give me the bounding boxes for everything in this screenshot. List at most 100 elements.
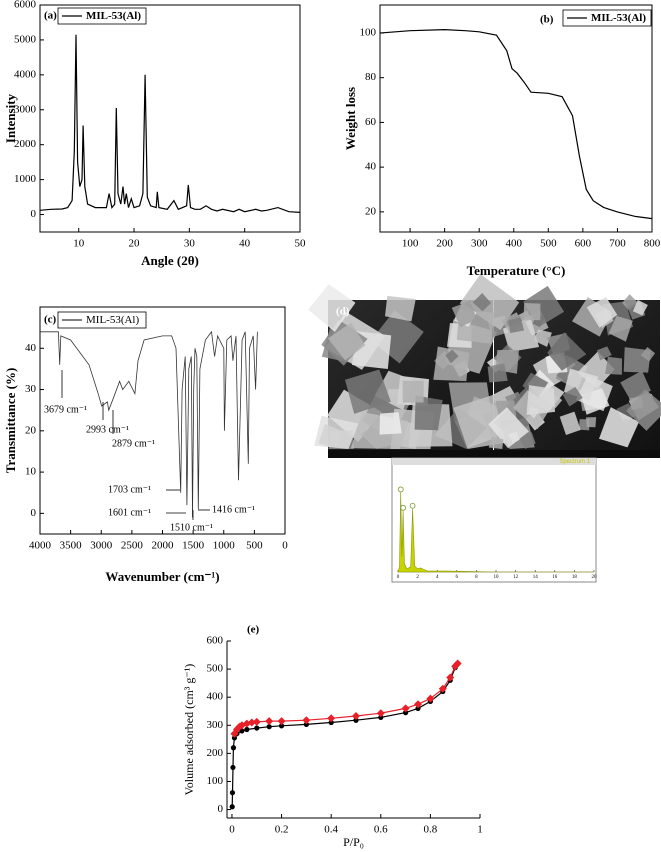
y-axis-label: Volume adsorbed (cm³ g⁻¹) [182,664,196,796]
x-tick-label: 20 [592,575,598,580]
marker [302,716,311,725]
crystal [314,415,359,449]
crystal [586,296,618,328]
marker [426,694,435,703]
x-tick-label: 0 [282,540,288,552]
y-axis-label: Transmittance (%) [3,368,18,474]
crystal [487,363,508,383]
y-tick-label: 100 [360,26,377,38]
x-tick-label: 14 [533,575,539,580]
marker [327,714,336,723]
x-axis-label: Temperature (°C) [467,263,566,278]
x-tick-label: 200 [436,238,453,250]
y-tick-label: 400 [207,691,224,703]
x-tick-label: 6 [456,575,459,580]
legend-box [57,7,147,25]
marker [277,717,286,726]
data-line [39,34,301,213]
crystal [586,417,597,428]
marker [254,725,260,731]
crystal [472,293,491,312]
crystal [402,380,424,403]
y-tick-label: 0 [31,208,37,220]
x-tick-label: 400 [506,238,523,250]
crystal [327,322,366,361]
eds-header [392,458,596,465]
marker [438,684,447,693]
y-tick-label: 100 [207,775,224,787]
crystal [523,303,541,321]
y-tick-label: 40 [25,342,37,354]
y-tick-label: 0 [31,507,37,519]
y-tick-label: 3000 [14,103,37,115]
annotation: 1416 cm⁻¹ [212,504,255,515]
crystal [379,412,402,435]
legend-box [562,9,652,27]
x-tick-label: 700 [609,238,626,250]
crystal [640,347,656,362]
crystal [547,332,587,371]
marker [229,804,235,810]
x-axis-label: Angle (2θ) [141,253,199,268]
y-tick-label: 20 [365,205,377,217]
crystal [597,346,612,361]
crystal [533,329,552,347]
y-tick-label: 0 [218,803,224,815]
y-tick-label: 200 [207,747,224,759]
y-tick-label: 40 [365,161,377,173]
y-tick-label: 1000 [14,173,37,185]
y-tick-label: 300 [207,719,224,731]
crystal [414,395,443,431]
legend-label: MIL-53(Al) [591,12,646,24]
crystal [605,356,622,375]
y-tick-label: 30 [25,383,37,395]
eds-peak-marker [409,502,416,509]
x-tick-label: 50 [295,238,307,250]
panel-label: (b) [540,14,554,26]
y-tick-label: 10 [25,466,37,478]
x-axis-label: Wavenumber (cm⁻¹) [105,569,219,584]
crystal [385,295,416,322]
plot-frame [39,4,301,233]
marker [278,723,285,729]
crystal [445,349,459,364]
marker [415,705,421,712]
x-tick-label: 1000 [213,540,236,552]
marker [402,710,409,716]
marker [231,735,238,741]
x-tick-label: 2500 [121,540,144,552]
y-axis-label: Intensity [3,93,18,143]
marker [378,714,384,721]
panel-label: (c) [44,314,57,326]
marker [266,724,272,730]
marker [303,721,309,728]
legend-label: MIL-53(Al) [86,10,141,22]
x-tick-label: 2 [416,575,419,580]
x-tick-label: 600 [575,238,592,250]
x-tick-label: 0.6 [374,824,388,836]
marker [446,673,455,682]
x-tick-label: 0.4 [324,824,338,836]
annotation: 2993 cm⁻¹ [86,424,129,435]
x-tick-label: 3500 [60,540,83,552]
legend-label: MIL-53(Al) [86,314,139,326]
eds-peak-marker [397,486,404,493]
crystal [508,317,525,333]
y-tick-label: 500 [207,663,224,675]
x-tick-label: 4 [436,575,439,580]
x-tick-label: 0.8 [424,824,438,836]
crystal [562,386,583,407]
x-tick-label: 4000 [29,540,52,552]
annotation: 1703 cm⁻¹ [108,484,151,495]
legend-box [57,311,147,329]
crystal [488,436,504,449]
annotation: 2879 cm⁻¹ [112,438,155,449]
marker [230,764,236,771]
marker [353,717,359,723]
x-tick-label: 3000 [90,540,113,552]
x-tick-label: 800 [644,238,661,250]
x-tick-label: 10 [494,575,500,580]
marker [252,717,261,726]
marker [328,719,334,726]
